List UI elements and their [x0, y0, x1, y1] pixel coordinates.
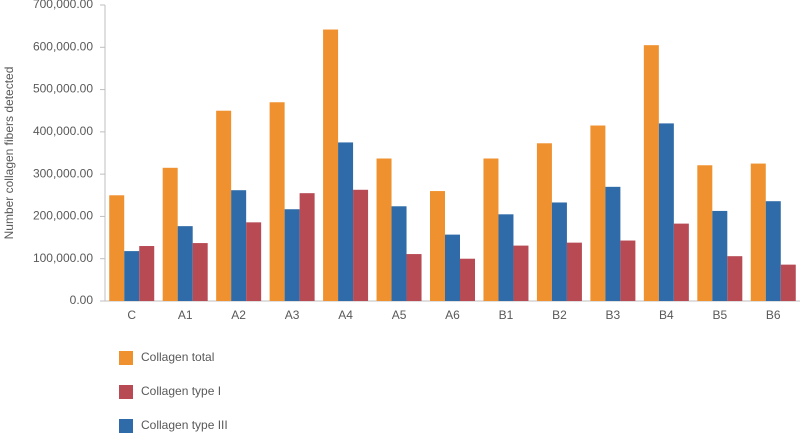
- y-tick-label: 400,000.00: [33, 124, 93, 138]
- bar: [406, 254, 422, 301]
- bar: [109, 195, 125, 301]
- bar: [536, 143, 552, 301]
- bar: [483, 158, 499, 301]
- x-tick-label: B5: [712, 308, 727, 322]
- bar: [765, 201, 781, 301]
- bar: [284, 209, 300, 301]
- y-tick-label: 600,000.00: [33, 39, 93, 53]
- legend-label: Collagen total: [141, 350, 214, 364]
- bar: [460, 258, 475, 301]
- bar: [376, 158, 392, 301]
- bar: [299, 193, 315, 301]
- legend-label: Collagen type I: [141, 384, 221, 398]
- x-tick-label: B1: [499, 308, 514, 322]
- bar: [445, 234, 460, 301]
- bar: [513, 245, 529, 301]
- bar: [658, 123, 674, 302]
- y-tick-label: 0.00: [70, 293, 94, 307]
- bar: [124, 251, 140, 301]
- x-tick-label: A6: [445, 308, 460, 322]
- x-tick-label: A2: [231, 308, 246, 322]
- bar: [338, 142, 354, 301]
- bar: [673, 223, 689, 301]
- bar: [177, 226, 193, 301]
- legend-swatch: [119, 419, 133, 433]
- bar: [605, 186, 621, 301]
- bar: [551, 202, 567, 301]
- bar: [216, 110, 232, 301]
- x-tick-label: A1: [178, 308, 193, 322]
- y-tick-label: 200,000.00: [33, 209, 93, 223]
- bar: [246, 222, 262, 301]
- y-tick-label: 300,000.00: [33, 166, 93, 180]
- bar: [353, 189, 369, 301]
- bar: [498, 214, 514, 301]
- bar: [391, 206, 407, 301]
- bar: [697, 165, 713, 301]
- legend-label: Collagen type III: [141, 418, 228, 432]
- x-tick-label: A4: [338, 308, 353, 322]
- legend-swatch: [119, 385, 133, 399]
- bar: [712, 210, 728, 301]
- bar: [566, 242, 582, 301]
- bar: [231, 190, 247, 301]
- y-axis-title: Number collagen fibers detected: [2, 67, 16, 240]
- y-tick-label: 100,000.00: [33, 251, 93, 265]
- x-tick-label: B2: [552, 308, 567, 322]
- bar: [780, 264, 796, 301]
- y-tick-label: 500,000.00: [33, 82, 93, 96]
- bar: [192, 243, 208, 301]
- bar: [727, 256, 743, 301]
- bar: [590, 125, 606, 301]
- bar: [323, 29, 339, 301]
- x-tick-label: A3: [285, 308, 300, 322]
- bar: [430, 191, 445, 301]
- bar: [750, 163, 766, 301]
- x-tick-label: B3: [606, 308, 621, 322]
- x-tick-label: B6: [766, 308, 781, 322]
- bar: [162, 167, 178, 301]
- bar: [643, 45, 659, 301]
- bar: [139, 246, 155, 301]
- bar: [269, 102, 285, 301]
- x-tick-label: C: [127, 308, 136, 322]
- y-tick-label: 700,000.00: [33, 0, 93, 11]
- legend-swatch: [119, 351, 133, 365]
- x-tick-label: A5: [392, 308, 407, 322]
- bar: [620, 240, 636, 301]
- x-tick-label: B4: [659, 308, 674, 322]
